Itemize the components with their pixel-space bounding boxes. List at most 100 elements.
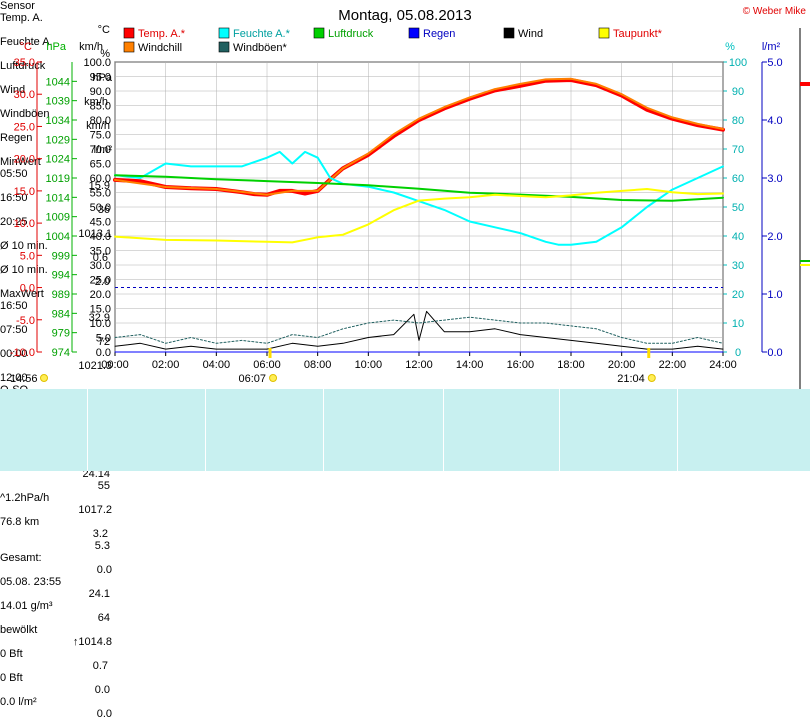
legend-swatch [598, 27, 610, 39]
sunrise-label: 06:07 [239, 373, 267, 385]
humidity-tick-label: 30 [732, 260, 744, 272]
temp-tick-label: 0.0 [20, 283, 35, 295]
table-cell-time: 16:50 [0, 300, 28, 312]
pressure-tick-label: 994 [52, 270, 70, 282]
table-cell-time: 14.01 g/m³ [0, 600, 53, 612]
table-separator [87, 389, 88, 471]
grid [114, 61, 724, 353]
table-cell-time: 20:25 [0, 216, 28, 228]
legend-label: Wind [518, 28, 543, 40]
humidity-tick-label: 70 [732, 144, 744, 156]
table-cell-time: Gesamt: [0, 552, 42, 564]
pressure-tick-label: 1039 [46, 96, 70, 108]
pressure-tick-label: 984 [52, 308, 70, 320]
time-tick-label: 08:00 [304, 359, 332, 371]
legend-swatch [218, 27, 230, 39]
legend-swatch [123, 27, 135, 39]
series-luftdruck [114, 174, 724, 202]
table-cell-time: Ø 10 min. [0, 240, 48, 252]
table-cell-time: 16:50 [0, 192, 28, 204]
wind-tick-label: 15.0 [90, 304, 111, 316]
legend-swatch [503, 27, 515, 39]
table-header: Feuchte A. [0, 36, 53, 48]
wind-tick-label: 75.0 [90, 130, 111, 142]
wind-tick-label: 20.0 [90, 289, 111, 301]
table-cell-value: ↑1014.8 [72, 636, 112, 648]
table-header: Sensor [0, 0, 35, 12]
rain-tick-label: 0.0 [767, 347, 782, 359]
wind-tick-label: 10.0 [90, 318, 111, 330]
axes: °C hPa km/h% l/m² 35.0 30.0 25.0 20.0 15.0 10.0 5.… [10, 41, 783, 371]
legend-swatch [408, 27, 420, 39]
table-cell-value: 3.2 [92, 528, 108, 540]
rain-tick-label: 4.0 [767, 115, 782, 127]
wind-tick-label: 60.0 [90, 173, 111, 185]
daylight-start-label: 14:56 [10, 373, 38, 385]
legend-swatch [123, 41, 135, 53]
table-row-label: MaxWert [0, 288, 44, 300]
temp-tick-label: 20.0 [14, 154, 35, 166]
axis-unit: l/m² [762, 41, 781, 53]
wind-tick-label: 70.0 [90, 144, 111, 156]
table-cell-time: 76.8 km [0, 516, 40, 528]
pressure-tick-label: 1009 [46, 212, 70, 224]
humidity-tick-label: 50 [732, 202, 744, 214]
table-cell-value: 0.6 [92, 252, 108, 264]
table-cell-value: 0.0 [96, 564, 112, 576]
sun-markers: 06:07 21:04 14:56 [10, 348, 656, 385]
table-header-unit: hPa [92, 72, 112, 84]
temp-tick-label: 30.0 [14, 89, 35, 101]
table-cell-time: 00:00 [0, 348, 28, 360]
time-tick-label: 24:00 [709, 359, 737, 371]
wind-tick-label: 65.0 [90, 159, 111, 171]
time-tick-label: 02:00 [152, 359, 180, 371]
wind-tick-label: 30.0 [90, 260, 111, 272]
table-cell-value: 36 [97, 204, 110, 216]
time-tick-label: 04:00 [203, 359, 231, 371]
table-cell-time: 0.0 l/m² [0, 696, 37, 708]
legend-label: Temp. A.* [138, 28, 186, 40]
temp-tick-label: 35.0 [14, 57, 35, 69]
pressure-tick-label: 1004 [46, 231, 70, 243]
humidity-tick-label: 80 [732, 115, 744, 127]
table-header: Regen [0, 132, 33, 144]
wind-tick-label: 100.0 [83, 57, 111, 69]
humidity-tick-label: 20 [732, 289, 744, 301]
table-cell-value: 64 [97, 612, 110, 624]
time-tick-label: 22:00 [659, 359, 687, 371]
table-cell-time: 12:00 [0, 372, 28, 384]
table-cell-value: 32.9 [88, 312, 110, 324]
table-cell-time: 0 Bft [0, 648, 23, 660]
temp-tick-label: 5.0 [20, 250, 35, 262]
table-separator [205, 389, 206, 471]
axis-unit: % [725, 41, 735, 53]
legend-label: Feuchte A.* [233, 28, 291, 40]
legend-swatch [313, 27, 325, 39]
sun-icon [269, 374, 278, 382]
rain-tick-label: 2.0 [767, 231, 782, 243]
wind-tick-label: 0.0 [96, 347, 111, 359]
sun-icon [40, 374, 48, 382]
table-cell-time: 07:50 [0, 324, 28, 336]
table-separator [323, 389, 324, 471]
pressure-tick-label: 999 [52, 250, 70, 262]
table-cell-time: Ø 10 min. [0, 264, 48, 276]
table-cell-value: 15.9 [88, 180, 110, 192]
humidity-tick-label: 90 [732, 86, 744, 98]
table-header-unit: % [100, 48, 110, 60]
stats-table [0, 389, 810, 471]
time-tick-label: 18:00 [557, 359, 585, 371]
table-cell-value: 24.1 [88, 588, 110, 600]
table-header-unit: l/m² [93, 144, 112, 156]
table-separator [559, 389, 560, 471]
temp-tick-label: 25.0 [14, 121, 35, 133]
table-cell-time: 05:50 [0, 168, 28, 180]
table-cell-time: 0 Bft [0, 672, 23, 684]
pressure-tick-label: 1029 [46, 134, 70, 146]
series-taupunkt [114, 188, 724, 244]
wind-tick-label: 5.0 [96, 333, 111, 345]
legend-label: Regen [423, 28, 455, 40]
series-windb-en [114, 316, 724, 344]
pressure-tick-label: 1014 [46, 192, 70, 204]
pressure-tick-label: 1019 [46, 173, 70, 185]
